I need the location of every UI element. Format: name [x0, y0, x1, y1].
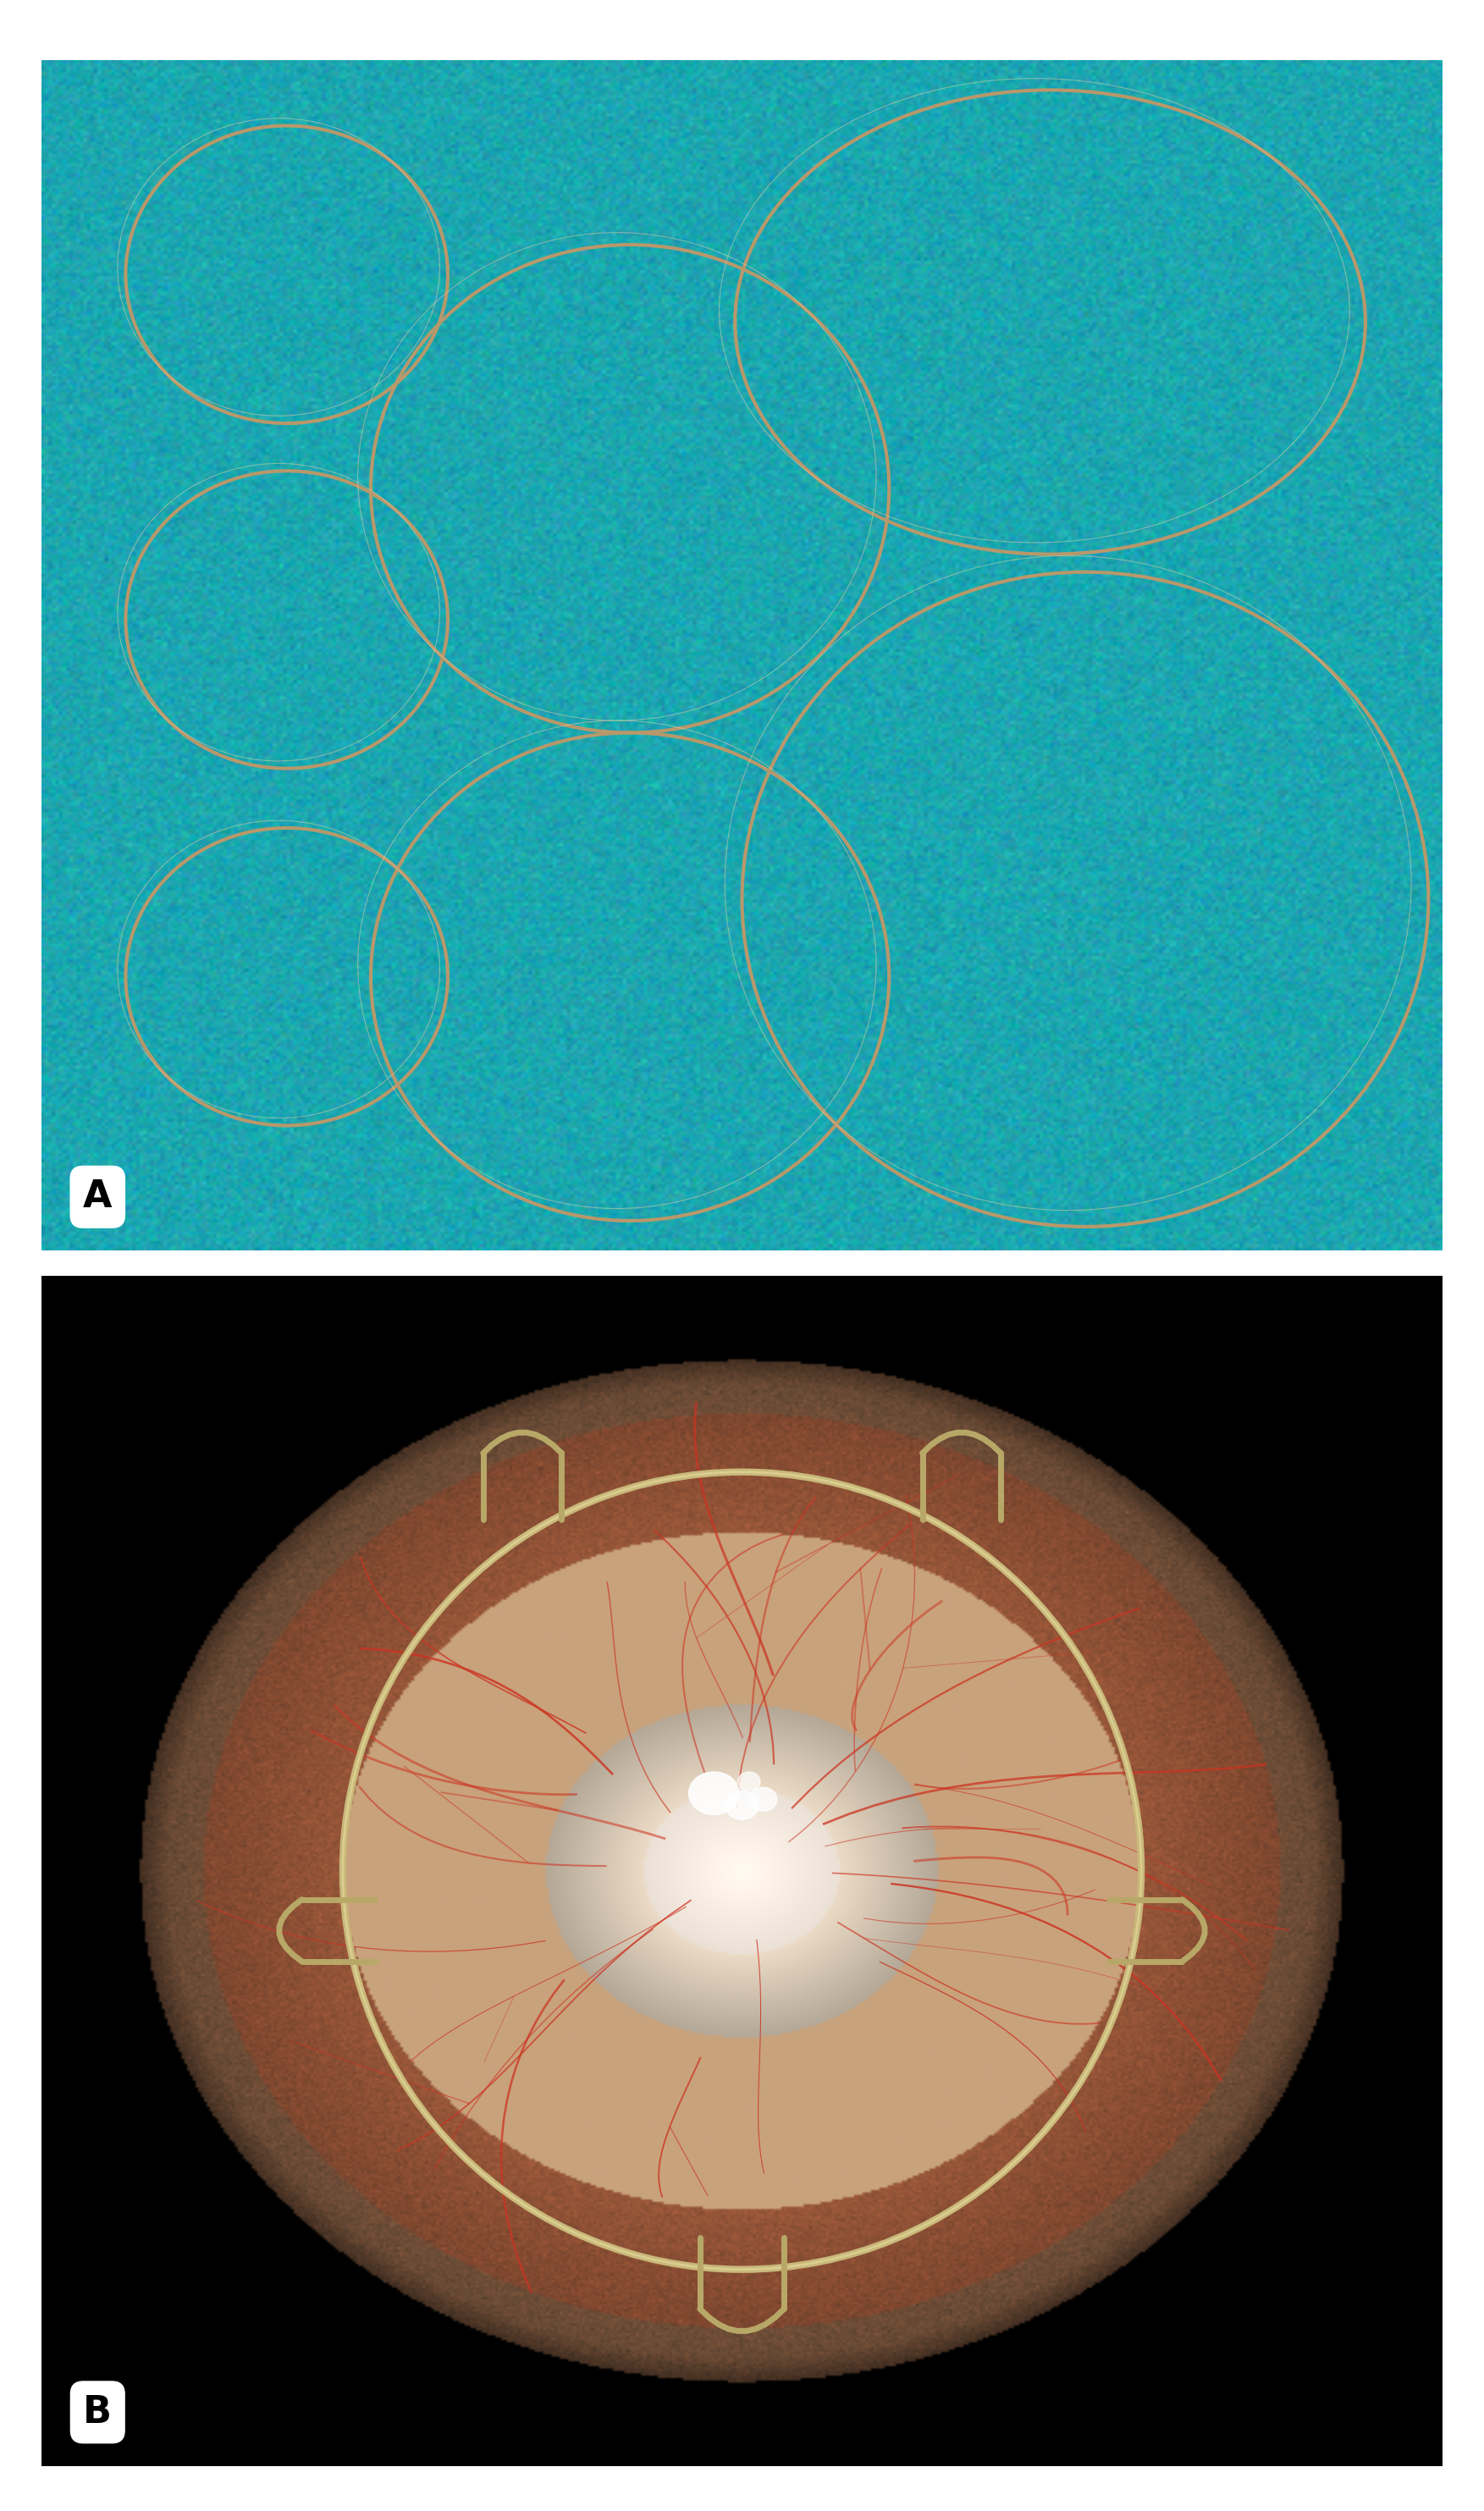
Circle shape — [689, 1773, 739, 1815]
Circle shape — [726, 1790, 758, 1820]
Circle shape — [738, 1773, 760, 1790]
Circle shape — [749, 1788, 778, 1810]
Text: A: A — [83, 1178, 113, 1215]
Text: B: B — [83, 2393, 111, 2431]
